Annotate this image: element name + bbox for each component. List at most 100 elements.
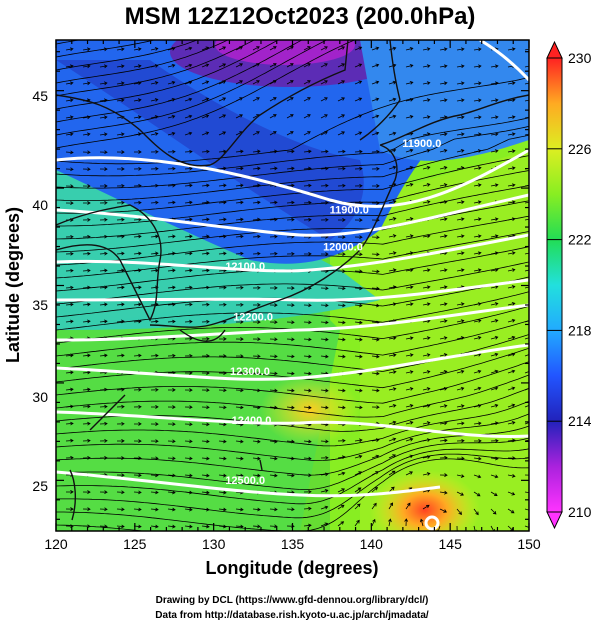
wind-vector <box>456 456 465 461</box>
wind-vector <box>456 438 465 443</box>
wind-vector <box>269 114 277 119</box>
wind-vector <box>65 302 74 307</box>
wind-vector <box>337 455 346 460</box>
wind-vector <box>167 456 176 461</box>
wind-vector <box>150 115 159 119</box>
wind-vector <box>286 80 294 85</box>
wind-vector <box>303 97 311 102</box>
wind-vector <box>167 200 176 205</box>
wind-vector <box>235 456 244 461</box>
wind-vector <box>82 370 91 375</box>
wind-vector <box>388 234 397 238</box>
wind-vector <box>507 251 516 255</box>
axis-ticks <box>55 40 530 531</box>
wind-vector <box>201 507 210 512</box>
credit-data: Data from http://database.rish.kyoto-u.a… <box>155 610 429 621</box>
colorbar-scale <box>546 57 563 513</box>
wind-vector <box>473 474 482 479</box>
wind-vector <box>99 353 108 358</box>
wind-vector <box>235 46 244 51</box>
streamline <box>56 437 529 490</box>
wind-vector <box>320 522 329 527</box>
wind-vector <box>201 439 210 444</box>
wind-vector <box>439 438 448 443</box>
wind-vector <box>303 183 312 188</box>
wind-vector <box>303 46 311 51</box>
wind-vector <box>388 353 397 358</box>
wind-vector <box>201 336 210 341</box>
wind-vector <box>456 404 465 408</box>
wind-vector <box>490 285 499 289</box>
wind-vector <box>388 217 397 221</box>
wind-vector <box>201 63 210 68</box>
wind-vector <box>337 149 346 154</box>
wind-vector <box>422 438 431 442</box>
wind-vector <box>65 81 74 86</box>
wind-vector <box>337 303 346 308</box>
wind-vector <box>99 200 108 205</box>
wind-vector <box>405 502 411 510</box>
wind-vector <box>354 63 363 68</box>
wind-vector <box>456 319 465 323</box>
wind-vector <box>388 251 397 255</box>
wind-vector <box>99 167 108 171</box>
wind-vector <box>456 508 463 515</box>
wind-vector <box>201 354 210 358</box>
wind-vector <box>286 166 295 171</box>
wind-vector <box>473 268 482 273</box>
wind-vector <box>337 80 345 85</box>
wind-vector <box>490 456 499 461</box>
wind-vector <box>65 98 74 103</box>
streamline <box>56 155 529 214</box>
contour-labels: 11900.0 11900.0 12000.0 12100.0 12200.0 12300… <box>225 138 441 487</box>
wind-vector <box>99 115 108 120</box>
wind-vector <box>422 200 431 204</box>
streamline <box>56 40 356 149</box>
wind-vector <box>252 456 261 461</box>
wind-vector <box>134 150 142 154</box>
wind-vector <box>286 183 295 188</box>
wind-vector <box>405 64 414 68</box>
wind-vector <box>133 47 142 52</box>
wind-vector <box>388 370 397 374</box>
wind-vector <box>473 302 482 306</box>
wind-vector <box>405 234 414 238</box>
wind-vector <box>473 64 482 69</box>
wind-vector <box>286 507 295 512</box>
wind-vector <box>337 235 346 239</box>
wind-vector <box>439 81 448 86</box>
wind-vector <box>439 421 448 426</box>
wind-vector <box>82 64 91 69</box>
streamline <box>56 40 303 123</box>
wind-vector <box>507 369 516 374</box>
wind-vector <box>269 80 277 85</box>
wind-vector <box>405 387 414 391</box>
wind-vector <box>473 421 482 426</box>
wind-vector <box>150 98 159 102</box>
wind-vector <box>490 438 499 443</box>
wind-vector <box>269 456 278 461</box>
wind-vector <box>65 115 74 120</box>
wind-vector <box>116 404 125 409</box>
x-tick-label: 125 <box>123 536 147 552</box>
wind-vector <box>303 303 312 308</box>
wind-vector <box>116 473 125 478</box>
wind-vector <box>201 456 210 461</box>
wind-vector <box>269 320 278 325</box>
wind-vector <box>252 473 261 478</box>
wind-vector <box>371 252 380 257</box>
wind-vector <box>490 335 499 340</box>
wind-vector <box>473 166 482 170</box>
wind-vector <box>456 369 465 374</box>
wind-vector <box>116 47 125 52</box>
wind-vector <box>235 337 244 341</box>
wind-vector <box>218 114 227 119</box>
wind-vector <box>320 63 328 68</box>
wind-vector <box>184 114 193 119</box>
wind-vector <box>65 132 74 137</box>
wind-vector <box>82 524 91 529</box>
wind-vector <box>116 200 125 205</box>
wind-vector <box>320 388 329 393</box>
wind-vector <box>490 115 499 120</box>
colorbar-label: 218 <box>568 322 592 338</box>
